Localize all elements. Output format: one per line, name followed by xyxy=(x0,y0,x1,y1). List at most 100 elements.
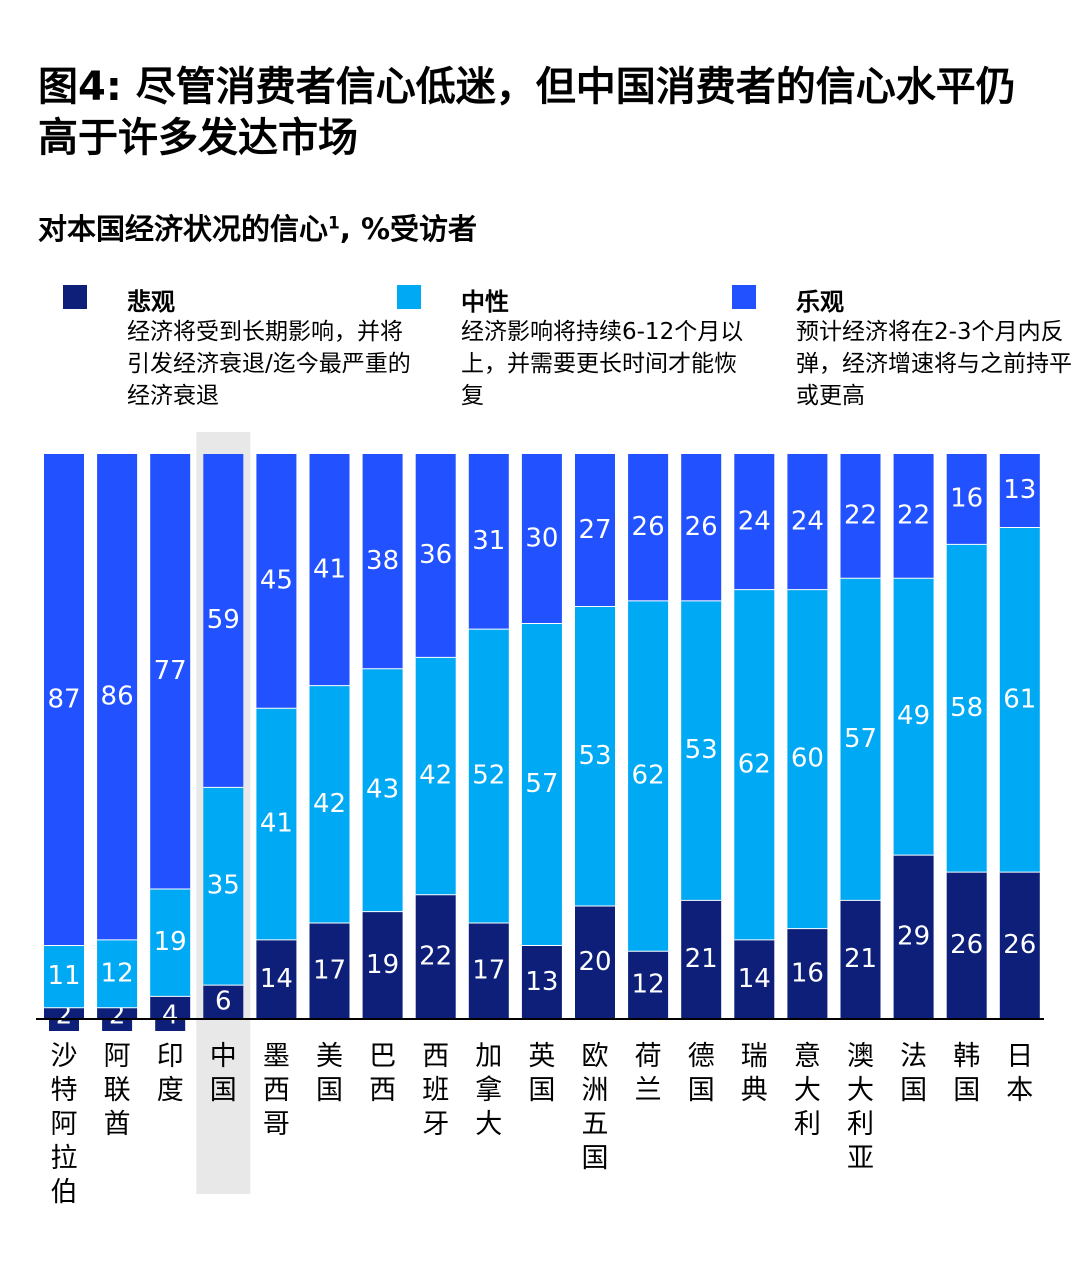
bar-segment xyxy=(203,787,244,986)
bar-segment xyxy=(681,454,722,601)
data-label: 26 xyxy=(685,512,718,542)
category-label: 意大利 xyxy=(793,1041,821,1140)
data-label: 26 xyxy=(1003,930,1036,960)
bar-segment xyxy=(893,855,934,1019)
category-label: 日本 xyxy=(1006,1041,1034,1106)
legend-swatch-neutral xyxy=(397,285,421,309)
bar-segment xyxy=(999,872,1040,1019)
data-label: 20 xyxy=(578,947,611,977)
data-label: 58 xyxy=(950,693,983,723)
data-label: 22 xyxy=(897,501,930,531)
legend-desc-pessimistic: 经济将受到长期影响，并将引发经济衰退/迄今最严重的经济衰退 xyxy=(127,319,411,409)
chart-title: 图4: 尽管消费者信心低迷，但中国消费者的信心水平仍高于许多发达市场 xyxy=(38,64,1016,161)
data-label: 43 xyxy=(366,775,399,805)
data-label: 30 xyxy=(525,523,558,553)
bar-segment xyxy=(468,454,509,630)
data-label: 6 xyxy=(215,987,232,1017)
data-label: 60 xyxy=(791,744,824,774)
bar-segment xyxy=(787,928,828,1019)
data-label: 35 xyxy=(207,871,240,901)
bar-segment xyxy=(521,454,562,624)
bar-segment xyxy=(734,939,775,1019)
category-label: 欧洲五国 xyxy=(581,1041,609,1174)
bar-segment xyxy=(787,454,828,590)
bar-segment xyxy=(256,708,297,940)
chart-subtitle: 对本国经济状况的信心1, %受访者 xyxy=(38,206,477,248)
bar-segment xyxy=(309,922,350,1019)
bar-segment xyxy=(628,951,669,1019)
bar-segment xyxy=(946,872,987,1019)
bar-segment xyxy=(787,589,828,929)
bar-segment xyxy=(203,985,244,1019)
bar-segment xyxy=(309,454,350,686)
bar-segment xyxy=(946,544,987,873)
bar-segment xyxy=(44,945,84,1008)
data-label: 42 xyxy=(313,789,346,819)
bar-segment xyxy=(681,900,722,1019)
bar-segment xyxy=(734,589,775,940)
data-label-box xyxy=(155,1001,186,1031)
data-label: 61 xyxy=(1003,684,1036,714)
data-label: 19 xyxy=(154,927,187,957)
data-label: 49 xyxy=(897,701,930,731)
data-label: 16 xyxy=(950,484,983,514)
data-label: 77 xyxy=(154,656,187,686)
legend-desc-optimistic: 预计经济将在2-3个月内反弹，经济增速将与之前持平或更高 xyxy=(796,319,1072,409)
category-label: 澳大利亚 xyxy=(847,1041,874,1174)
data-label: 41 xyxy=(313,554,346,584)
bar-segment xyxy=(309,685,350,923)
data-label: 38 xyxy=(366,546,399,576)
data-label: 86 xyxy=(101,681,134,711)
data-label: 4 xyxy=(162,1001,179,1031)
category-label: 英国 xyxy=(528,1041,556,1106)
data-label: 21 xyxy=(844,944,877,974)
legend-swatch-optimistic xyxy=(732,285,756,309)
data-label: 21 xyxy=(685,944,718,974)
bar-segment xyxy=(893,578,934,856)
category-label: 法国 xyxy=(900,1041,928,1106)
bar-segment xyxy=(468,629,509,923)
data-label: 13 xyxy=(525,967,558,997)
data-label: 41 xyxy=(260,809,293,839)
data-label: 11 xyxy=(47,961,80,991)
bar-segment xyxy=(150,454,191,890)
bar-segment xyxy=(840,578,881,901)
data-label: 16 xyxy=(791,958,824,988)
data-label: 14 xyxy=(738,964,771,994)
bar-segment xyxy=(575,606,615,906)
data-label: 42 xyxy=(419,761,452,791)
data-label: 57 xyxy=(844,724,877,754)
bar-segment xyxy=(628,454,669,601)
data-label: 12 xyxy=(101,958,134,988)
legend-name-neutral: 中性 xyxy=(461,288,509,316)
bar-segment xyxy=(734,454,775,590)
data-label: 59 xyxy=(207,605,240,635)
bar-segment xyxy=(521,945,562,1019)
data-label: 24 xyxy=(738,506,771,536)
data-label: 57 xyxy=(525,769,558,799)
bar-segment xyxy=(840,454,881,579)
category-label: 印度 xyxy=(156,1041,184,1106)
data-label: 87 xyxy=(47,684,80,714)
bar-segment xyxy=(415,894,456,1019)
data-label: 27 xyxy=(578,515,611,545)
bar-segment xyxy=(999,527,1040,873)
legend-desc-neutral: 经济影响将持续6-12个月以上，并需要更长时间才能恢复 xyxy=(461,319,744,409)
bar-segment xyxy=(362,911,403,1019)
subtitle-footnote-marker: 1 xyxy=(328,213,340,234)
bar-segment xyxy=(946,454,987,545)
bar-segment xyxy=(681,600,722,901)
data-label: 14 xyxy=(260,964,293,994)
category-label: 巴西 xyxy=(369,1041,397,1106)
data-label: 29 xyxy=(897,922,930,952)
bar-segment xyxy=(97,939,138,1008)
bar-segment xyxy=(256,939,297,1019)
data-label: 22 xyxy=(844,501,877,531)
bar-segment xyxy=(362,454,403,669)
category-label: 瑞典 xyxy=(740,1041,768,1106)
category-label: 加拿大 xyxy=(475,1041,503,1140)
data-label: 17 xyxy=(313,955,346,985)
data-label: 31 xyxy=(472,526,505,556)
bar-segment xyxy=(203,454,244,788)
bar-segment xyxy=(97,454,138,940)
